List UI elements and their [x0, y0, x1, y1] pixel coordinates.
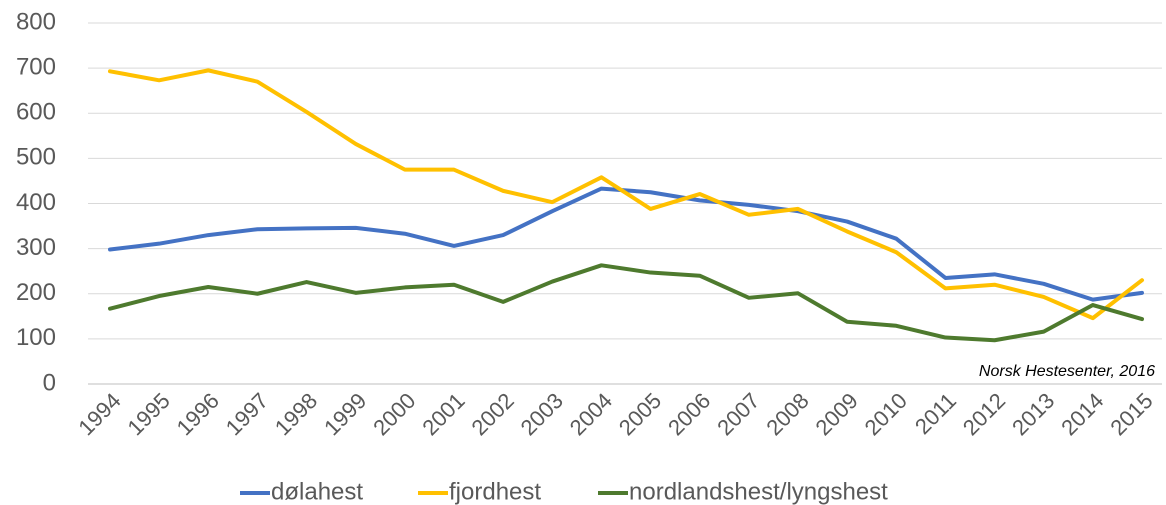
x-tick-label: 2007 [712, 388, 764, 440]
y-tick-label: 0 [43, 369, 56, 396]
x-tick-label: 2010 [860, 388, 912, 440]
y-tick-label: 500 [16, 144, 56, 171]
x-tick-label: 2002 [466, 388, 518, 440]
x-tick-label: 1999 [319, 388, 371, 440]
x-tick-label: 2005 [614, 388, 666, 440]
x-tick-label: 2014 [1056, 388, 1108, 440]
series-line [108, 263, 1144, 343]
legend-label: fjordhest [449, 478, 541, 505]
y-tick-label: 400 [16, 189, 56, 216]
x-tick-label: 2003 [516, 388, 568, 440]
x-tick-label: 2011 [910, 388, 961, 439]
x-tick-label: 1997 [221, 388, 273, 440]
y-tick-label: 100 [16, 324, 56, 351]
legend-label: nordlandshest/lyngshest [629, 478, 888, 505]
y-tick-label: 200 [16, 279, 56, 306]
y-tick-label: 600 [16, 99, 56, 126]
x-tick-label: 2001 [417, 388, 469, 440]
x-tick-label: 2013 [1007, 388, 1059, 440]
series-line [108, 68, 1144, 321]
x-tick-label: 2015 [1105, 388, 1157, 440]
annotation: Norsk Hestesenter, 2016 [979, 363, 1155, 380]
x-tick-label: 1998 [270, 388, 322, 440]
x-tick-label: 2009 [810, 388, 862, 440]
x-tick-label: 2008 [761, 388, 813, 440]
series-line [108, 186, 1144, 302]
x-tick-label: 1996 [172, 388, 224, 440]
y-tick-label: 800 [16, 8, 56, 35]
y-tick-label: 300 [16, 234, 56, 261]
x-tick-label: 1995 [122, 388, 174, 440]
x-tick-label: 2006 [663, 388, 715, 440]
legend-label: dølahest [271, 478, 363, 505]
y-tick-label: 700 [16, 53, 56, 80]
x-tick-label: 2004 [565, 388, 617, 440]
x-tick-label: 1994 [73, 388, 125, 440]
x-tick-label: 2012 [958, 388, 1010, 440]
x-tick-label: 2000 [368, 388, 420, 440]
